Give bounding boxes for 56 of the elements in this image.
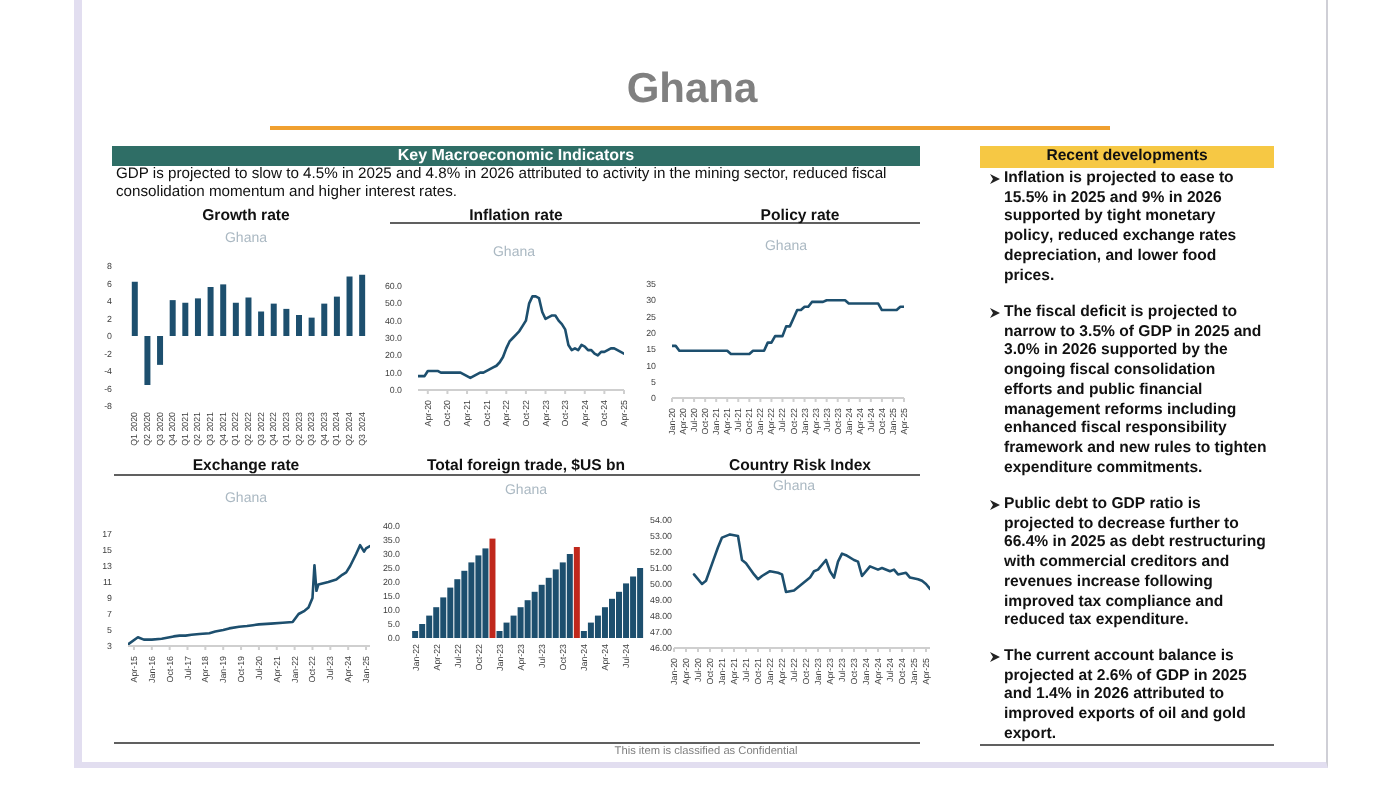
bar <box>419 624 426 638</box>
bar <box>545 577 552 638</box>
bar <box>475 555 482 638</box>
bar <box>587 622 594 638</box>
bar <box>157 336 164 365</box>
bar <box>296 315 302 336</box>
bar <box>531 591 538 638</box>
bar <box>258 311 265 336</box>
line-series <box>672 298 904 356</box>
bar <box>538 584 545 638</box>
bar <box>559 562 566 638</box>
line-series <box>128 543 370 646</box>
bar <box>461 570 468 638</box>
bar <box>283 308 290 336</box>
bar <box>308 317 315 336</box>
bar <box>573 547 580 638</box>
bar <box>182 302 189 336</box>
bar <box>524 600 531 638</box>
heading-banner: Key Macroeconomic Indicators <box>112 145 920 165</box>
bar <box>482 548 489 638</box>
bar <box>426 615 433 638</box>
bar <box>144 336 151 385</box>
bar <box>517 607 524 638</box>
bar <box>594 615 601 638</box>
bar <box>321 303 328 336</box>
bar <box>346 276 353 336</box>
bar <box>489 538 496 638</box>
bar <box>468 562 475 638</box>
bar <box>207 287 214 336</box>
line-series <box>692 533 930 594</box>
bar <box>608 598 615 638</box>
bar <box>131 281 138 336</box>
line-series <box>418 295 624 380</box>
bar <box>333 296 340 336</box>
bar <box>169 300 176 336</box>
bar <box>510 615 517 638</box>
bar <box>601 607 608 638</box>
bar <box>637 568 644 638</box>
bar <box>194 298 201 336</box>
bar <box>580 631 587 638</box>
bar <box>412 631 419 638</box>
bar <box>566 554 573 638</box>
bar <box>447 587 454 638</box>
bar <box>232 302 239 336</box>
text: Ghana <box>624 66 760 114</box>
bar <box>616 591 623 638</box>
bar <box>454 579 461 638</box>
bar <box>503 622 510 638</box>
bar <box>623 583 630 638</box>
bar <box>630 576 637 638</box>
bar <box>270 303 277 336</box>
bar <box>359 274 366 336</box>
bar <box>552 569 559 638</box>
bar <box>496 631 503 638</box>
bar <box>245 297 252 336</box>
bar <box>220 284 227 336</box>
